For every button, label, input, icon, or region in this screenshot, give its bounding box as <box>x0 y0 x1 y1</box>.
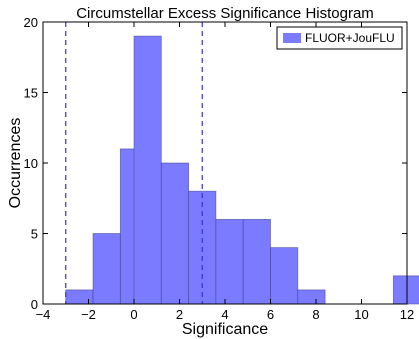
histogram-bar-3 <box>133 35 162 305</box>
x-tick-label-4: 4 <box>221 307 228 322</box>
histogram-bar-7 <box>242 218 271 305</box>
legend-swatch <box>283 33 301 43</box>
x-tick-label-6: 8 <box>312 307 319 322</box>
x-axis-label: Significance <box>182 321 268 338</box>
histogram-bars <box>65 35 419 305</box>
y-tick-label-0: 0 <box>31 297 38 312</box>
y-tick-label-4: 20 <box>24 15 38 30</box>
y-tick-label-1: 5 <box>31 227 38 242</box>
chart-title: Circumstellar Excess Significance Histog… <box>76 5 374 22</box>
histogram-bar-1 <box>92 233 121 305</box>
x-tick-label-2: 0 <box>130 307 137 322</box>
histogram-bar-8 <box>270 247 299 305</box>
y-tick-label-2: 10 <box>24 156 38 171</box>
x-tick-label-3: 2 <box>176 307 183 322</box>
x-tick-label-5: 6 <box>267 307 274 322</box>
x-tick-label-8: 12 <box>400 307 414 322</box>
legend: FLUOR+JouFLU <box>276 26 403 50</box>
histogram-bar-6 <box>215 218 244 305</box>
axis-ticks: −4 −2 0 2 4 6 8 10 12 0 5 10 15 20 <box>24 15 415 322</box>
histogram-bar-4 <box>160 162 190 305</box>
x-tick-label-1: −2 <box>81 307 96 322</box>
legend-box <box>276 26 403 50</box>
x-tick-label-7: 10 <box>354 307 368 322</box>
threshold-lines <box>65 22 203 304</box>
legend-label: FLUOR+JouFLU <box>305 31 395 45</box>
histogram-bar-10 <box>392 275 419 305</box>
y-tick-label-3: 15 <box>24 86 38 101</box>
x-tick-label-0: −4 <box>36 307 51 322</box>
y-axis-label: Occurrences <box>7 118 24 209</box>
histogram-bar-9 <box>297 289 326 305</box>
